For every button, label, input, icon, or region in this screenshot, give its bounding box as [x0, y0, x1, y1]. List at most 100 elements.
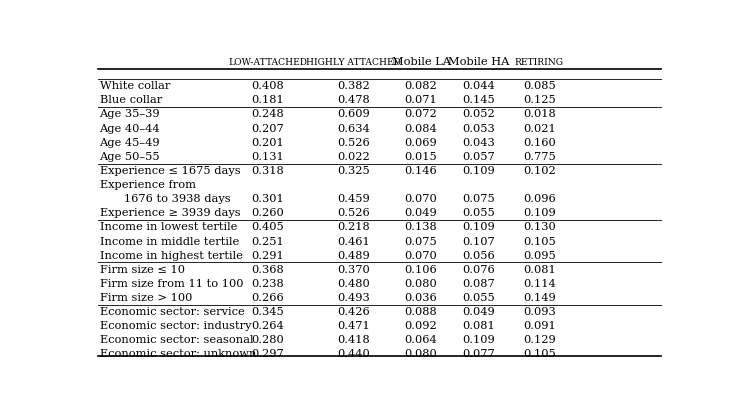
Text: 0.634: 0.634: [338, 124, 370, 133]
Text: 0.461: 0.461: [338, 237, 370, 247]
Text: 0.181: 0.181: [251, 96, 284, 105]
Text: 0.131: 0.131: [251, 152, 284, 162]
Text: 0.370: 0.370: [338, 265, 370, 275]
Text: 0.096: 0.096: [523, 194, 556, 204]
Text: 0.149: 0.149: [523, 293, 556, 303]
Text: 0.480: 0.480: [338, 279, 370, 289]
Text: Economic sector: service: Economic sector: service: [99, 307, 245, 317]
Text: Age 40–44: Age 40–44: [99, 124, 160, 133]
Text: 0.084: 0.084: [405, 124, 437, 133]
Text: 0.044: 0.044: [462, 81, 495, 91]
Text: 0.471: 0.471: [338, 321, 370, 331]
Text: 0.036: 0.036: [405, 293, 437, 303]
Text: Mobile LA: Mobile LA: [391, 57, 451, 67]
Text: 0.049: 0.049: [405, 208, 437, 218]
Text: 0.057: 0.057: [462, 152, 495, 162]
Text: 0.440: 0.440: [338, 349, 370, 359]
Text: 0.072: 0.072: [405, 110, 437, 119]
Text: 0.049: 0.049: [462, 307, 495, 317]
Text: Experience ≥ 3939 days: Experience ≥ 3939 days: [99, 208, 240, 218]
Text: 0.081: 0.081: [523, 265, 556, 275]
Text: 0.085: 0.085: [523, 81, 556, 91]
Text: 0.109: 0.109: [523, 208, 556, 218]
Text: 0.105: 0.105: [523, 349, 556, 359]
Text: 0.418: 0.418: [338, 335, 370, 345]
Text: 0.160: 0.160: [523, 138, 556, 147]
Text: 0.459: 0.459: [338, 194, 370, 204]
Text: 0.093: 0.093: [523, 307, 556, 317]
Text: Age 35–39: Age 35–39: [99, 110, 160, 119]
Text: 0.077: 0.077: [462, 349, 495, 359]
Text: 0.109: 0.109: [462, 222, 495, 233]
Text: Economic sector: industry: Economic sector: industry: [99, 321, 251, 331]
Text: 0.015: 0.015: [405, 152, 437, 162]
Text: 0.109: 0.109: [462, 166, 495, 176]
Text: Firm size > 100: Firm size > 100: [99, 293, 192, 303]
Text: 0.095: 0.095: [523, 251, 556, 261]
Text: 0.018: 0.018: [523, 110, 556, 119]
Text: 0.426: 0.426: [338, 307, 370, 317]
Text: 0.218: 0.218: [338, 222, 370, 233]
Text: 0.345: 0.345: [251, 307, 284, 317]
Text: 0.114: 0.114: [523, 279, 556, 289]
Text: 0.071: 0.071: [405, 96, 437, 105]
Text: 0.076: 0.076: [462, 265, 495, 275]
Text: Firm size from 11 to 100: Firm size from 11 to 100: [99, 279, 243, 289]
Text: 0.264: 0.264: [251, 321, 284, 331]
Text: 0.251: 0.251: [251, 237, 284, 247]
Text: 0.138: 0.138: [405, 222, 437, 233]
Text: 0.082: 0.082: [405, 81, 437, 91]
Text: 0.106: 0.106: [405, 265, 437, 275]
Text: 0.280: 0.280: [251, 335, 284, 345]
Text: 0.207: 0.207: [251, 124, 284, 133]
Text: Income in highest tertile: Income in highest tertile: [99, 251, 242, 261]
Text: 0.043: 0.043: [462, 138, 495, 147]
Text: 0.087: 0.087: [462, 279, 495, 289]
Text: Age 45–49: Age 45–49: [99, 138, 160, 147]
Text: 0.301: 0.301: [251, 194, 284, 204]
Text: 0.053: 0.053: [462, 124, 495, 133]
Text: 0.260: 0.260: [251, 208, 284, 218]
Text: 0.405: 0.405: [251, 222, 284, 233]
Text: 0.075: 0.075: [405, 237, 437, 247]
Text: 0.129: 0.129: [523, 335, 556, 345]
Text: 0.102: 0.102: [523, 166, 556, 176]
Text: HIGHLY ATTACHED: HIGHLY ATTACHED: [307, 58, 402, 67]
Text: 0.609: 0.609: [338, 110, 370, 119]
Text: 0.526: 0.526: [338, 208, 370, 218]
Text: Experience ≤ 1675 days: Experience ≤ 1675 days: [99, 166, 240, 176]
Text: Economic sector: seasonal: Economic sector: seasonal: [99, 335, 253, 345]
Text: 0.130: 0.130: [523, 222, 556, 233]
Text: 0.105: 0.105: [523, 237, 556, 247]
Text: 0.064: 0.064: [405, 335, 437, 345]
Text: 0.069: 0.069: [405, 138, 437, 147]
Text: 0.297: 0.297: [251, 349, 284, 359]
Text: 0.382: 0.382: [338, 81, 370, 91]
Text: Firm size ≤ 10: Firm size ≤ 10: [99, 265, 185, 275]
Text: 0.125: 0.125: [523, 96, 556, 105]
Text: 0.325: 0.325: [338, 166, 370, 176]
Text: 0.146: 0.146: [405, 166, 437, 176]
Text: 0.052: 0.052: [462, 110, 495, 119]
Text: 0.055: 0.055: [462, 208, 495, 218]
Text: Income in middle tertile: Income in middle tertile: [99, 237, 239, 247]
Text: 0.238: 0.238: [251, 279, 284, 289]
Text: 0.080: 0.080: [405, 349, 437, 359]
Text: 0.775: 0.775: [523, 152, 556, 162]
Text: Experience from: Experience from: [99, 180, 196, 190]
Text: 0.022: 0.022: [338, 152, 370, 162]
Text: Age 50–55: Age 50–55: [99, 152, 160, 162]
Text: RETIRING: RETIRING: [515, 58, 564, 67]
Text: Mobile HA: Mobile HA: [448, 57, 509, 67]
Text: 0.368: 0.368: [251, 265, 284, 275]
Text: 0.266: 0.266: [251, 293, 284, 303]
Text: Income in lowest tertile: Income in lowest tertile: [99, 222, 237, 233]
Text: 0.021: 0.021: [523, 124, 556, 133]
Text: 0.080: 0.080: [405, 279, 437, 289]
Text: Economic sector: unknown: Economic sector: unknown: [99, 349, 256, 359]
Text: LOW-ATTACHED: LOW-ATTACHED: [228, 58, 308, 67]
Text: 0.526: 0.526: [338, 138, 370, 147]
Text: 0.070: 0.070: [405, 251, 437, 261]
Text: 0.493: 0.493: [338, 293, 370, 303]
Text: 0.092: 0.092: [405, 321, 437, 331]
